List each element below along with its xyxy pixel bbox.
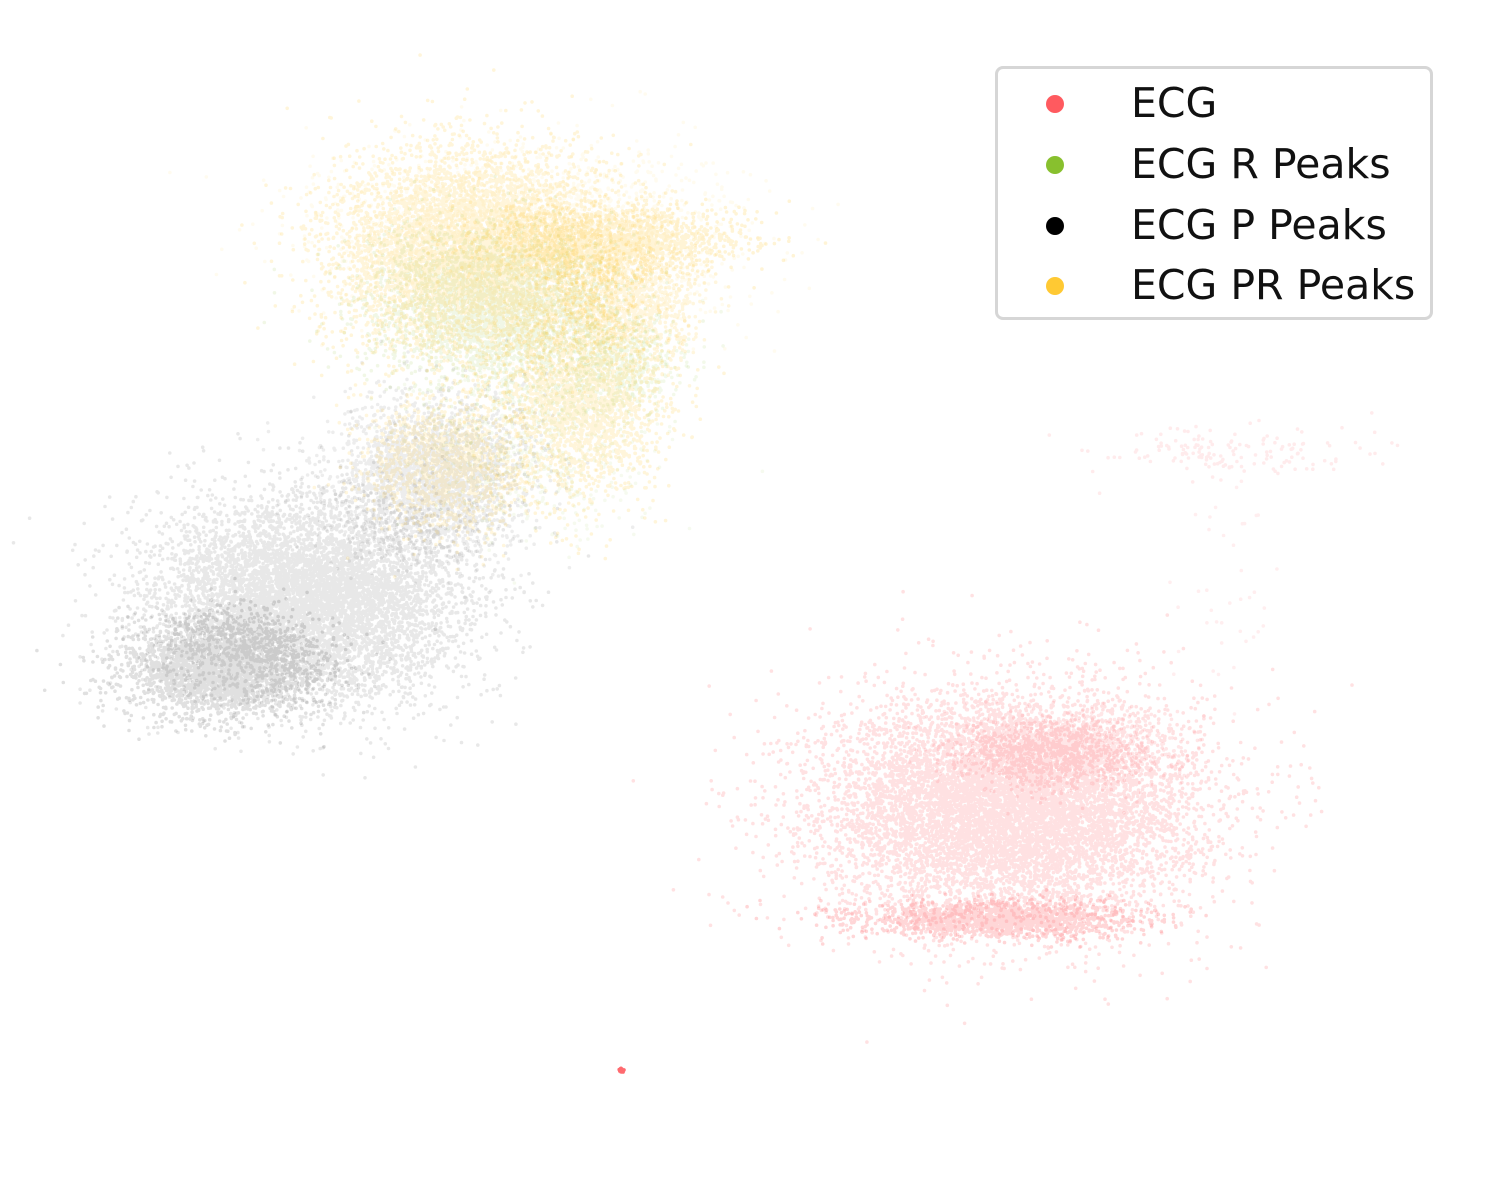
point-cluster	[262, 174, 705, 453]
point-cluster	[312, 350, 601, 579]
legend-label-ecg: ECG	[1131, 79, 1218, 127]
data-points	[35, 576, 438, 749]
legend-marker-ecg-r-peaks	[1046, 156, 1064, 174]
legend-item-ecg-pr-peaks: ECG PR Peaks	[998, 253, 1430, 313]
point-cluster	[907, 699, 1208, 820]
data-points	[525, 294, 725, 434]
point-cluster	[424, 236, 726, 561]
point-cluster	[617, 1066, 626, 1074]
point-cluster	[240, 53, 721, 437]
legend: ECG ECG R Peaks ECG P Peaks ECG PR Peaks	[995, 66, 1433, 320]
data-points	[745, 888, 1208, 949]
point-cluster	[1168, 479, 1279, 718]
point-cluster	[745, 888, 1208, 949]
data-points	[240, 53, 721, 437]
point-cluster	[11, 409, 591, 780]
data-points	[424, 236, 726, 561]
data-points	[631, 589, 1354, 1044]
data-points	[524, 219, 731, 388]
legend-item-ecg-r-peaks: ECG R Peaks	[998, 132, 1430, 192]
point-cluster	[525, 294, 725, 434]
point-cluster	[1047, 411, 1400, 496]
data-points	[11, 409, 591, 780]
point-cluster	[35, 576, 438, 749]
data-points	[375, 176, 828, 308]
point-cluster	[631, 589, 1354, 1044]
legend-marker-ecg-p-peaks	[1046, 217, 1064, 235]
data-points	[617, 1066, 626, 1074]
legend-label-ecg-p-peaks: ECG P Peaks	[1131, 201, 1387, 249]
point-cluster	[375, 176, 828, 308]
series-ecg-pr-peaks	[168, 53, 840, 579]
data-points	[168, 89, 840, 394]
legend-marker-ecg	[1046, 95, 1064, 113]
point-cluster	[524, 219, 731, 388]
legend-label-ecg-r-peaks: ECG R Peaks	[1131, 140, 1391, 188]
series-ecg-p-peaks	[11, 338, 635, 780]
legend-label-ecg-pr-peaks: ECG PR Peaks	[1131, 261, 1416, 309]
data-points	[262, 174, 705, 453]
series-ecg-r-peaks	[262, 174, 765, 585]
data-points	[1047, 411, 1400, 496]
data-points	[1168, 479, 1279, 718]
point-cluster	[168, 89, 840, 394]
legend-marker-ecg-pr-peaks	[1046, 277, 1064, 295]
legend-item-ecg-p-peaks: ECG P Peaks	[998, 193, 1430, 253]
data-points	[312, 350, 601, 579]
legend-item-ecg: ECG	[998, 71, 1430, 131]
series-ecg	[617, 411, 1400, 1074]
data-points	[255, 338, 635, 609]
data-points	[907, 699, 1208, 820]
point-cluster	[255, 338, 635, 609]
